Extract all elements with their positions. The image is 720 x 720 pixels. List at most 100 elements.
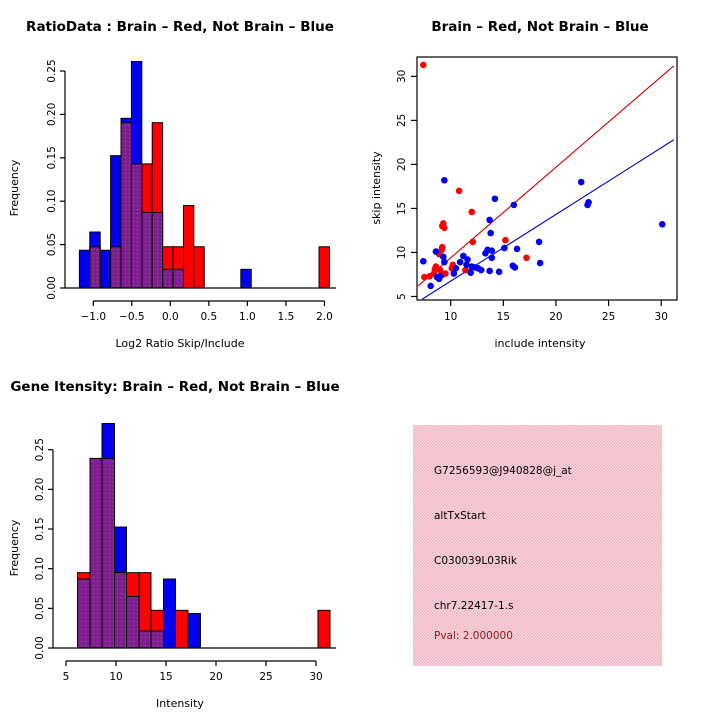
gene-bar-overlap (101, 457, 115, 649)
scatter-point-notbrain (441, 258, 448, 266)
ratio-bar-overlap (89, 246, 101, 289)
scatter-y-tick-label: 20 (396, 158, 408, 171)
panel-info-box: G7256593@J940828@j_at altTxStart C030039… (413, 425, 662, 666)
scatter-y-tick-label: 30 (396, 70, 408, 83)
scatter-y-tick-label: 25 (396, 114, 408, 127)
scatter-point-brain (426, 272, 433, 280)
scatter-point-brain (455, 187, 463, 195)
scatter-x-tick-label: 30 (655, 311, 668, 323)
scatter-title: Brain – Red, Not Brain – Blue (431, 19, 648, 35)
gene-bar-overlap (126, 595, 140, 649)
ratio-bar-notbrain (99, 249, 112, 289)
ratio-x-tick-label: 1.0 (239, 311, 256, 323)
gene-y-tick-label: 0.15 (34, 517, 46, 540)
scatter-point-notbrain (486, 267, 493, 275)
ratio-bar-overlap (172, 268, 184, 289)
scatter-ylabel: skip intensity (370, 151, 383, 225)
ratio-x-tick-label: 0.0 (162, 311, 179, 323)
ratio-bar-brain (318, 246, 330, 289)
gene-histogram-ylabel: Frequency (8, 519, 21, 576)
gene-bar-brain (317, 609, 331, 649)
ratio-histogram-axes: 0.00 0.05 0.10 0.15 0.20 0.25 −1.0 −0.5 0.0 0.5 1.… (46, 59, 336, 323)
gene-bar-overlap (138, 630, 152, 649)
scatter-point-brain (502, 236, 509, 244)
scatter-point-brain (468, 208, 476, 216)
ratio-x-tick-label: 2.0 (316, 311, 333, 323)
ratio-bar-overlap (130, 163, 143, 289)
gene-x-tick-label: 5 (63, 671, 70, 683)
gene-bar-overlap (150, 630, 164, 649)
gene-x-tick-label: 25 (259, 671, 272, 683)
scatter-point-notbrain (535, 238, 543, 246)
gene-histogram-axes: 0.00 0.05 0.10 0.15 0.20 0.25 5 10 15 20 25 30 (34, 438, 336, 683)
ratio-histogram-title: RatioData : Brain – Red, Not Brain – Blu… (26, 19, 334, 35)
gene-x-tick-label: 30 (309, 671, 322, 683)
gene-histogram-xlabel: Intensity (156, 697, 204, 710)
ratio-y-tick-label: 0.20 (46, 103, 58, 126)
scatter-point-notbrain (464, 256, 471, 263)
scatter-point-notbrain (577, 178, 585, 186)
scatter-data-points (420, 61, 666, 290)
scatter-point-brain (462, 266, 469, 274)
gene-y-tick-label: 0.00 (34, 636, 46, 659)
scatter-x-tick-label: 10 (444, 311, 457, 323)
panel-scatter-plot: Brain – Red, Not Brain – Blue include in… (370, 19, 678, 350)
info-event-type: altTxStart (434, 510, 486, 522)
scatter-point-notbrain (477, 266, 485, 274)
info-coordinate: chr7.22417-1.s (434, 600, 513, 612)
scatter-point-notbrain (427, 282, 434, 290)
scatter-point-brain (420, 61, 427, 69)
scatter-point-notbrain (432, 248, 440, 255)
gene-bar-overlap (89, 457, 103, 649)
gene-bar-notbrain (163, 578, 176, 649)
scatter-point-notbrain (450, 270, 458, 277)
scatter-x-tick-label: 25 (602, 311, 615, 323)
ratio-y-tick-label: 0.10 (46, 190, 58, 213)
scatter-point-notbrain (440, 253, 447, 261)
ratio-y-tick-label: 0.00 (46, 276, 58, 299)
info-probe-id: G7256593@J940828@j_at (434, 465, 572, 477)
scatter-x-tick-label: 20 (549, 311, 562, 323)
gene-x-tick-label: 20 (209, 671, 222, 683)
info-pvalue: Pval: 2.000000 (434, 630, 513, 642)
ratio-bar-overlap (151, 211, 164, 289)
scatter-point-notbrain (435, 275, 443, 283)
ratio-x-tick-label: 1.5 (278, 311, 295, 323)
scatter-point-notbrain (487, 229, 494, 237)
scatter-point-brain (421, 273, 428, 281)
gene-x-tick-label: 10 (109, 671, 122, 683)
ratio-bar-overlap (141, 211, 153, 289)
ratio-bar-brain (182, 205, 195, 289)
ratio-bar-overlap (162, 268, 174, 289)
scatter-point-brain (523, 254, 530, 262)
panel-ratio-histogram: RatioData : Brain – Red, Not Brain – Blu… (8, 19, 336, 350)
scatter-y-tick-label: 5 (396, 293, 408, 300)
ratio-histogram-ylabel: Frequency (8, 159, 21, 216)
brain-fit-line (417, 65, 675, 287)
ratio-bar-notbrain (78, 249, 91, 289)
scatter-point-brain (469, 238, 477, 246)
ratio-bar-overlap (110, 246, 122, 289)
gene-bar-notbrain (187, 613, 201, 649)
scatter-x-tick-label: 15 (497, 311, 510, 323)
gene-y-tick-label: 0.05 (34, 597, 46, 620)
gene-x-tick-label: 15 (159, 671, 172, 683)
scatter-point-notbrain (482, 250, 489, 257)
scatter-point-notbrain (510, 201, 518, 209)
scatter-point-notbrain (511, 264, 519, 271)
scatter-point-brain (441, 224, 448, 232)
gene-bar-brain (175, 609, 189, 649)
scatter-point-notbrain (491, 195, 499, 203)
ratio-y-tick-label: 0.05 (46, 233, 58, 256)
scatter-plot-box (416, 56, 678, 301)
ratio-y-tick-label: 0.15 (46, 146, 58, 169)
scatter-y-tick-label: 10 (396, 246, 408, 259)
scatter-point-notbrain (501, 244, 508, 252)
ratio-bar-notbrain (240, 268, 252, 289)
scatter-point-notbrain (488, 254, 496, 262)
info-box-background (413, 425, 662, 666)
scatter-y-tick-label: 15 (396, 202, 408, 215)
scatter-point-notbrain (441, 176, 448, 184)
